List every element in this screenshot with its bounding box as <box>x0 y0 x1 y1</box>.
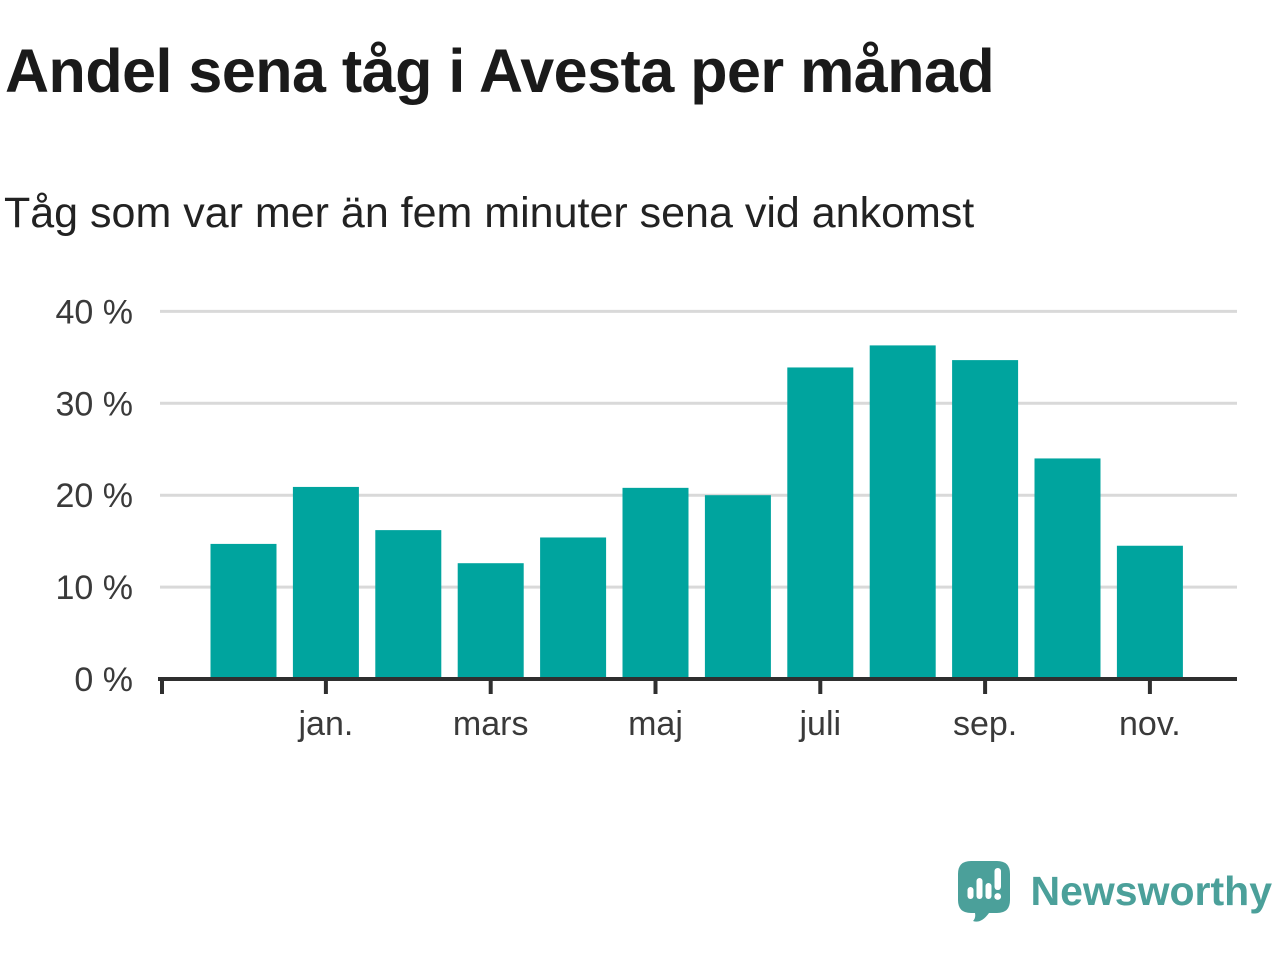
bar <box>952 360 1019 679</box>
logo-exclamation-dot <box>993 893 1001 900</box>
x-tick-label: jan. <box>297 705 353 743</box>
newsworthy-logo-icon <box>957 861 1010 922</box>
logo-exclamation-bar <box>994 868 1001 890</box>
bar <box>622 487 689 679</box>
chart-subtitle: Tåg som var mer än fem minuter sena vid … <box>4 189 975 237</box>
x-tick-label: nov. <box>1119 705 1181 743</box>
bar <box>540 537 607 679</box>
chart-title: Andel sena tåg i Avesta per månad <box>5 37 995 105</box>
bar-chart: 0 % 10 % 20 % 30 % 40 % jan. mars maj juli sep. no… <box>0 280 1280 760</box>
bar <box>292 486 359 679</box>
logo-wordmark: Newsworthy <box>1030 867 1273 914</box>
bar <box>869 345 936 679</box>
x-tick-label: sep. <box>953 705 1017 743</box>
bar <box>375 530 442 679</box>
logo-bubble-shape <box>957 861 1010 922</box>
bar <box>1116 545 1183 679</box>
branding-footer: Newsworthy <box>957 858 1273 930</box>
y-tick-label: 10 % <box>56 569 134 607</box>
bar <box>210 543 277 679</box>
bar <box>787 367 854 679</box>
logo-bar-3 <box>985 883 991 899</box>
y-tick-label: 40 % <box>56 293 134 331</box>
y-tick-label: 20 % <box>56 477 134 515</box>
bar <box>704 495 771 679</box>
x-tick-label: maj <box>628 705 683 743</box>
y-tick-label: 30 % <box>56 385 134 423</box>
bar-chart-canvas: 0 % 10 % 20 % 30 % 40 % jan. mars maj juli sep. no… <box>56 293 1237 743</box>
logo-bar-1 <box>967 887 973 899</box>
y-tick-label: 0 % <box>74 661 133 699</box>
logo-bar-2 <box>976 878 982 899</box>
bar <box>1034 458 1101 679</box>
bar <box>457 563 524 679</box>
x-tick-label: juli <box>799 705 842 743</box>
x-tick-label: mars <box>453 705 529 743</box>
